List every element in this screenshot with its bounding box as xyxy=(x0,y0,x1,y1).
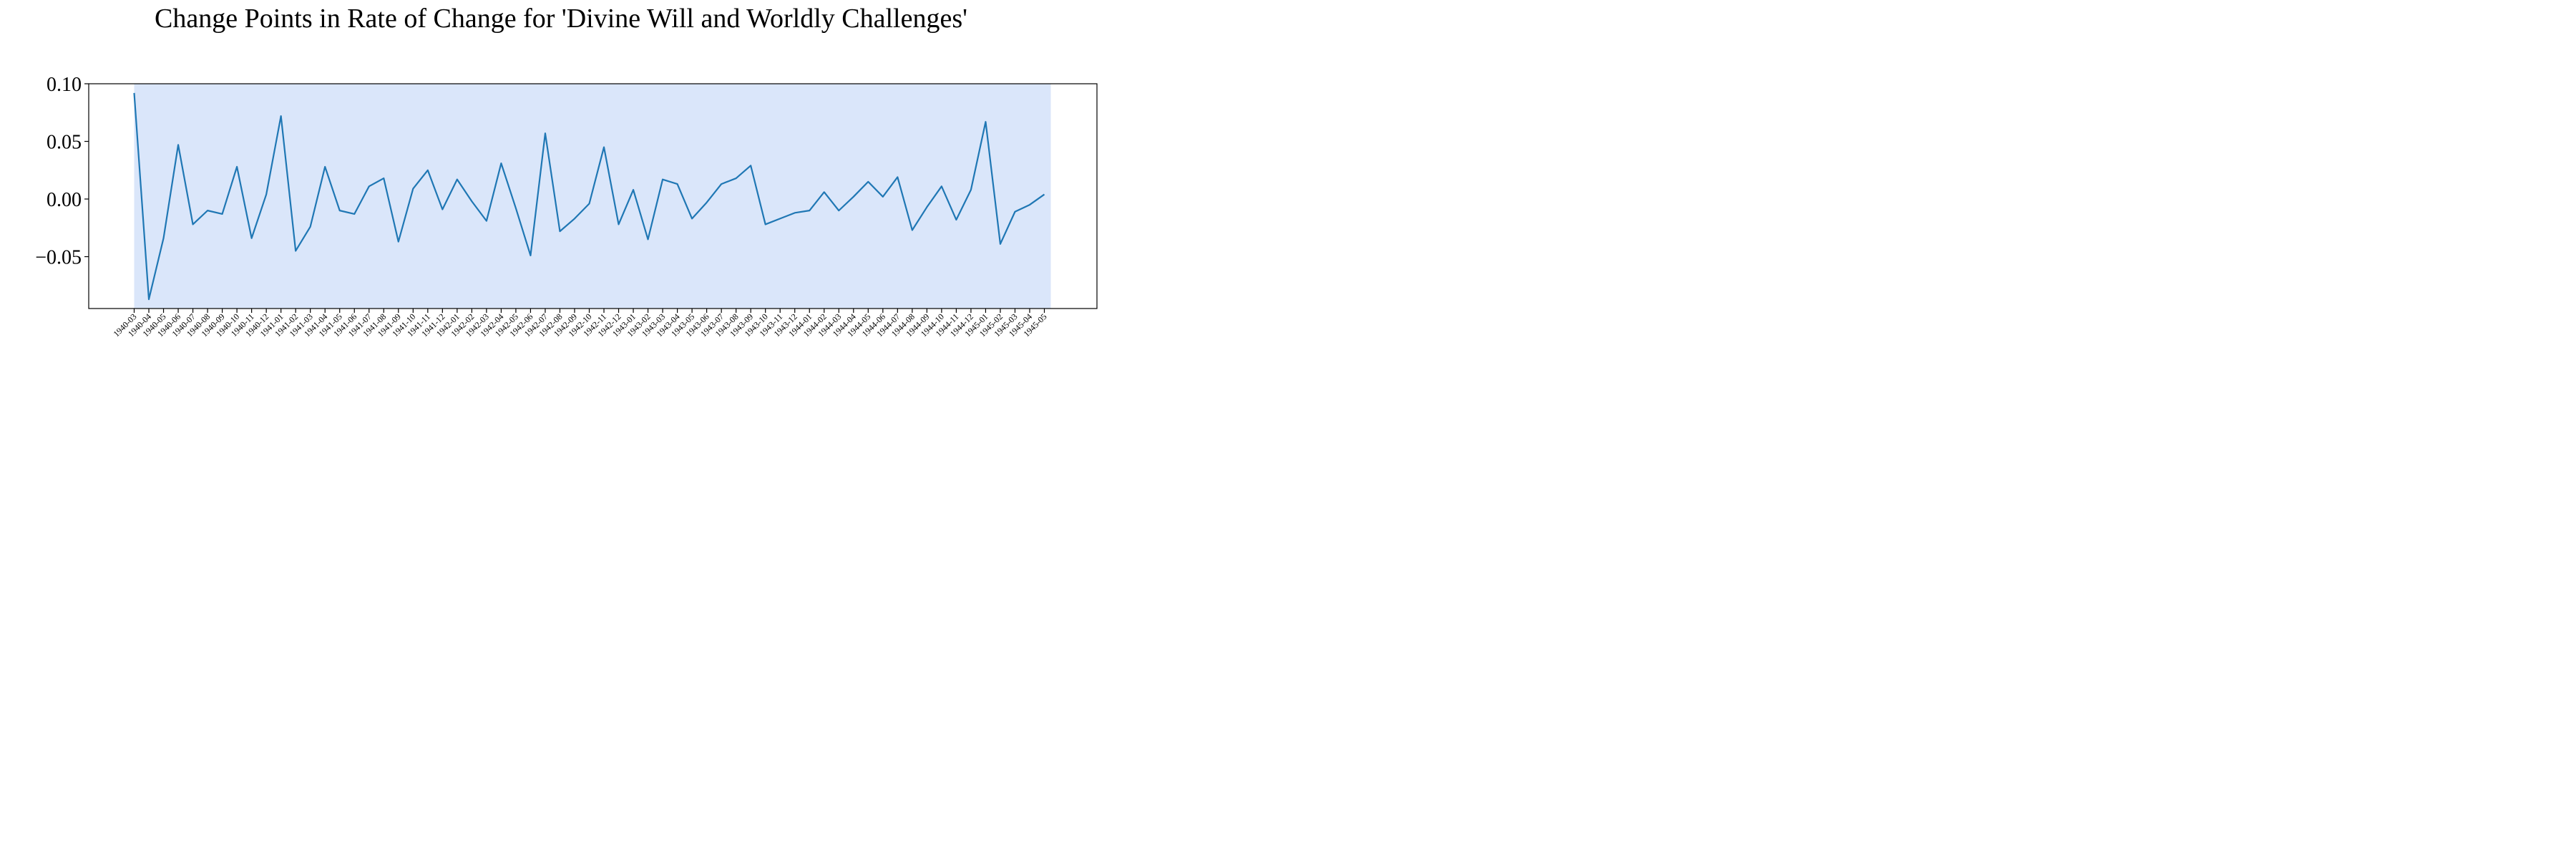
axes xyxy=(88,83,1098,309)
change-point-region xyxy=(134,84,1051,309)
y-tick-label: 0.05 xyxy=(47,132,82,154)
x-axis-ticks: 1940-031940-041940-051940-061940-071940-… xyxy=(111,309,1049,339)
chart-container: Change Points in Rate of Change for 'Div… xyxy=(0,0,1122,374)
plot-frame xyxy=(88,83,1098,309)
y-tick-label: 0.00 xyxy=(47,189,82,211)
y-axis-ticks: 0.10 0.05 0.00 −0.05 xyxy=(35,74,89,269)
series-lines xyxy=(133,92,1045,301)
y-tick-label: −0.05 xyxy=(35,247,82,269)
y-tick-label: 0.10 xyxy=(47,74,82,96)
series-line xyxy=(133,92,1045,301)
line-chart: Change Points in Rate of Change for 'Div… xyxy=(35,4,1098,339)
change-point-regions xyxy=(134,84,1051,309)
chart-title: Change Points in Rate of Change for 'Div… xyxy=(155,4,967,34)
